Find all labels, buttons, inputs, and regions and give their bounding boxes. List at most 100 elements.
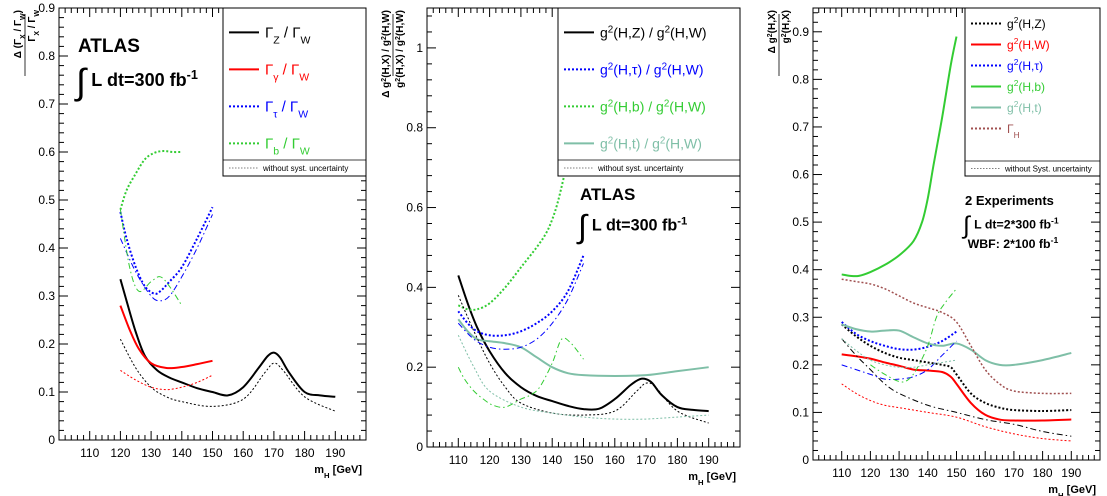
y-tick-label-part: 0.6: [406, 201, 423, 215]
legend-syst-label-part: without syst. uncertainty: [597, 164, 683, 173]
x-tick-label: 190: [1061, 466, 1081, 480]
x-tick-label: 130: [511, 453, 531, 467]
legend-entry-label-part: Γ: [265, 99, 273, 116]
legend-entry-label-part: (H,W): [665, 135, 702, 151]
x-axis-label-part: H: [698, 478, 704, 487]
legend-entry-label-part: γ: [273, 72, 279, 84]
y-label-numerator-part: X: [20, 34, 27, 39]
annotation-title: ATLAS: [580, 185, 635, 204]
series-line-3: [119, 206, 214, 295]
x-tick-label-part: 130: [889, 466, 909, 480]
y-label-denominator-part: (H,X) / g: [395, 40, 406, 78]
x-axis-label-part: m: [1048, 484, 1058, 496]
x-tick-label-part: 110: [80, 446, 99, 460]
y-label-numerator-part: 2: [381, 36, 388, 40]
legend-entry-label-part: g: [1007, 101, 1014, 115]
x-tick-label-part: 130: [511, 453, 531, 467]
y-tick-label-part: 0.6: [38, 145, 55, 159]
x-tick-label: 120: [480, 453, 500, 467]
x-tick-label-part: 160: [233, 446, 253, 460]
y-label-denominator-part: W: [34, 10, 41, 17]
y-tick-label: 0.7: [792, 120, 809, 134]
y-label-numerator-part: (H,W): [381, 10, 392, 36]
y-label-numerator-part: Δ (Γ: [13, 39, 24, 58]
y-tick-label-part: 0.7: [38, 97, 55, 111]
legend-entry-label-part: g: [600, 24, 608, 40]
x-tick-label-part: 160: [605, 453, 625, 467]
legend-entry-label: Γb / ΓW: [265, 136, 310, 158]
y-tick-label-part: 0.9: [792, 25, 809, 39]
legend-entry-label-part: b: [273, 146, 279, 158]
x-tick-label: 110: [449, 453, 468, 467]
series-line-6: [841, 278, 1072, 395]
y-tick-label-part: 0.6: [792, 168, 809, 182]
legend-entry-label-part: H: [1014, 130, 1020, 140]
legend-entry-label-part: 2: [1014, 57, 1019, 67]
x-tick-label-part: 170: [636, 453, 656, 467]
y-label-denominator-part: (H,W): [395, 10, 406, 36]
legend-entry-label-part: W: [300, 146, 310, 158]
y-tick-label-part: 0.5: [38, 193, 55, 207]
legend-entry-label-part: g: [1007, 17, 1014, 31]
legend-entry-label-part: (H,W): [669, 98, 706, 114]
legend-entry-label-part: W: [300, 35, 310, 47]
series-line-4: [119, 150, 182, 210]
annotation-luminosity-part: -1: [1051, 215, 1059, 225]
y-label-numerator: Δ g2(H,X) / g2(H,W): [381, 10, 393, 98]
x-tick-label-part: 110: [449, 453, 468, 467]
y-tick-label-part: 0.1: [792, 405, 809, 419]
series-line-7: [119, 214, 213, 302]
y-tick-label-part: 0.7: [792, 120, 809, 134]
x-tick-label-part: 180: [667, 453, 687, 467]
annotation-luminosity-part: L dt=300 fb: [91, 70, 186, 90]
y-tick-label: 0: [416, 440, 423, 454]
y-tick-label: 0.6: [406, 201, 423, 215]
y-label-denominator: ΓX / ΓW: [27, 10, 41, 42]
y-tick-label: 0.2: [406, 360, 423, 374]
x-tick-label-part: 150: [202, 446, 222, 460]
legend-entry-label: g2(H,t): [1007, 99, 1042, 115]
y-label-denominator: g2(H,X): [781, 10, 793, 43]
y-label-numerator-part: 2: [767, 33, 774, 37]
x-tick-label: 120: [110, 446, 130, 460]
x-axis-label-part: H: [1058, 491, 1064, 496]
legend-entry-label-part: W: [299, 72, 309, 84]
y-tick-label-part: 0: [802, 453, 809, 467]
y-label-denominator-part: 2: [395, 78, 402, 82]
y-tick-label-part: 0: [416, 440, 423, 454]
legend-syst-label-part: without Syst. uncertainty: [1004, 165, 1092, 174]
series-group: [119, 150, 336, 412]
x-tick-label-part: 190: [699, 453, 719, 467]
y-tick-label-part: 0.4: [38, 241, 55, 255]
series-line-1: [841, 323, 1072, 412]
x-axis-label-part: [GeV]: [1064, 484, 1097, 496]
x-tick-label: 190: [699, 453, 719, 467]
annotation-title-part: ATLAS: [78, 36, 140, 57]
y-tick-label: 0.4: [38, 241, 55, 255]
y-tick-label-part: 0.1: [38, 385, 55, 399]
y-tick-label: 0.3: [38, 289, 55, 303]
legend-entry-label-part: (H,Z): [1018, 17, 1045, 31]
legend-entry-label: g2(H,t) / g2(H,W): [600, 135, 702, 152]
x-axis-label: mH [GeV]: [688, 471, 736, 487]
y-label-denominator-part: / Γ: [27, 17, 38, 31]
y-label-numerator: Δ (ΓX / ΓW): [13, 10, 27, 58]
y-tick-label: 0.4: [406, 280, 423, 294]
series-line-8: [457, 335, 709, 420]
x-tick-label-part: 190: [325, 446, 345, 460]
series-group: [457, 159, 709, 424]
x-tick-label-part: 160: [975, 466, 995, 480]
x-tick-label-part: 110: [832, 466, 851, 480]
series-line-8: [841, 383, 1072, 442]
y-tick-label-part: 0.2: [792, 358, 809, 372]
y-tick-label-part: 0.3: [792, 310, 809, 324]
legend-box: [222, 7, 367, 177]
series-line-3: [457, 159, 569, 311]
x-tick-label-part: 140: [542, 453, 562, 467]
y-label-numerator-part: (H,X) / g: [381, 40, 392, 78]
x-tick-label: 190: [325, 446, 345, 460]
legend-entry-label: ΓH: [1007, 122, 1020, 140]
chart-panel-3: 110 120 130 140 150 160 170 180 190 0 0.1 0.2 0.3 0.4…: [767, 7, 1101, 496]
x-tick-label: 170: [1004, 466, 1024, 480]
y-tick-label: 0.4: [792, 263, 809, 277]
